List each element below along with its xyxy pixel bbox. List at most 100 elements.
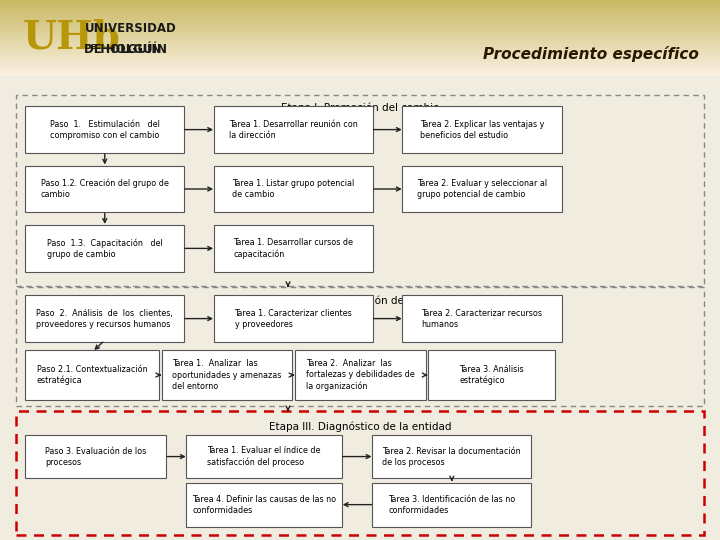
Text: ᴰᴱ HOLGUÍN: ᴰᴱ HOLGUÍN [85,43,161,56]
Text: Tarea 2.  Analizar  las
fortalezas y debilidades de
la organización: Tarea 2. Analizar las fortalezas y debil… [306,359,415,391]
FancyBboxPatch shape [0,15,720,16]
FancyBboxPatch shape [0,18,720,20]
Text: Tarea 3. Identificación de las no
conformidades: Tarea 3. Identificación de las no confor… [388,495,516,515]
Text: Procedimiento específico: Procedimiento específico [482,46,698,63]
FancyBboxPatch shape [0,1,720,3]
FancyBboxPatch shape [402,295,562,342]
FancyBboxPatch shape [0,11,720,12]
FancyBboxPatch shape [0,21,720,23]
FancyBboxPatch shape [0,74,720,76]
FancyBboxPatch shape [0,68,720,69]
FancyBboxPatch shape [0,69,720,71]
FancyBboxPatch shape [0,57,720,59]
Text: Etapa III. Diagnóstico de la entidad: Etapa III. Diagnóstico de la entidad [269,421,451,432]
FancyBboxPatch shape [0,23,720,25]
FancyBboxPatch shape [0,41,720,43]
Text: Tarea 1.  Analizar  las
oportunidades y amenazas
del entorno: Tarea 1. Analizar las oportunidades y am… [173,360,282,390]
FancyBboxPatch shape [428,350,555,400]
FancyBboxPatch shape [0,55,720,57]
Text: Paso  1.3.  Capacitación   del
grupo de cambio: Paso 1.3. Capacitación del grupo de camb… [47,238,163,259]
Text: Etapa II. Caracterización de la entidad: Etapa II. Caracterización de la entidad [260,295,460,306]
FancyBboxPatch shape [0,3,720,5]
FancyBboxPatch shape [0,7,720,9]
Text: Tarea 1. Listar grupo potencial
de cambio: Tarea 1. Listar grupo potencial de cambi… [233,179,354,199]
FancyBboxPatch shape [162,350,292,400]
FancyBboxPatch shape [0,36,720,38]
FancyBboxPatch shape [25,225,184,272]
Text: Paso  1.   Estimulación   del
compromiso con el cambio: Paso 1. Estimulación del compromiso con … [50,119,160,140]
FancyBboxPatch shape [0,35,720,37]
FancyBboxPatch shape [402,106,562,153]
FancyBboxPatch shape [0,22,720,24]
FancyBboxPatch shape [0,29,720,30]
Text: Tarea 1. Caracterizar clientes
y proveedores: Tarea 1. Caracterizar clientes y proveed… [235,308,352,329]
FancyBboxPatch shape [0,30,720,31]
Text: Tarea 2. Caracterizar recursos
humanos: Tarea 2. Caracterizar recursos humanos [421,308,543,329]
FancyBboxPatch shape [0,52,720,54]
FancyBboxPatch shape [0,16,720,18]
FancyBboxPatch shape [0,25,720,26]
FancyBboxPatch shape [0,10,720,11]
FancyBboxPatch shape [0,60,720,62]
FancyBboxPatch shape [402,166,562,212]
Text: Etapa I. Promoción del cambio: Etapa I. Promoción del cambio [281,103,439,113]
Text: DE HOLGUÍN: DE HOLGUÍN [84,43,167,56]
FancyBboxPatch shape [214,225,373,272]
FancyBboxPatch shape [25,350,159,400]
FancyBboxPatch shape [0,0,720,1]
FancyBboxPatch shape [214,106,373,153]
FancyBboxPatch shape [25,295,184,342]
FancyBboxPatch shape [25,166,184,212]
Text: UHb: UHb [23,19,121,57]
FancyBboxPatch shape [0,8,720,10]
FancyBboxPatch shape [0,42,720,44]
Text: Paso 2.1. Contextualización
estratégica: Paso 2.1. Contextualización estratégica [37,364,148,386]
FancyBboxPatch shape [0,26,720,28]
FancyBboxPatch shape [0,6,720,8]
FancyBboxPatch shape [0,46,720,48]
FancyBboxPatch shape [0,72,720,75]
FancyBboxPatch shape [0,65,720,67]
FancyBboxPatch shape [0,56,720,58]
FancyBboxPatch shape [372,435,531,478]
Text: Tarea 2. Revisar la documentación
de los procesos: Tarea 2. Revisar la documentación de los… [382,447,521,467]
FancyBboxPatch shape [0,70,720,72]
FancyBboxPatch shape [0,66,720,68]
Text: Tarea 1. Desarrollar cursos de
capacitación: Tarea 1. Desarrollar cursos de capacitac… [233,238,354,259]
FancyBboxPatch shape [186,435,342,478]
FancyBboxPatch shape [0,40,720,42]
FancyBboxPatch shape [214,166,373,212]
FancyBboxPatch shape [0,71,720,73]
Text: Paso 3. Evaluación de los
procesos: Paso 3. Evaluación de los procesos [45,447,146,467]
FancyBboxPatch shape [0,59,720,60]
Text: Paso  2.  Análisis  de  los  clientes,
proveedores y recursos humanos: Paso 2. Análisis de los clientes, provee… [37,308,173,329]
FancyBboxPatch shape [372,483,531,526]
Text: Tarea 1. Evaluar el índice de
satisfacción del proceso: Tarea 1. Evaluar el índice de satisfacci… [207,446,321,467]
FancyBboxPatch shape [0,44,720,45]
FancyBboxPatch shape [0,51,720,53]
FancyBboxPatch shape [0,31,720,33]
Text: Tarea 2. Explicar las ventajas y
beneficios del estudio: Tarea 2. Explicar las ventajas y benefic… [420,119,544,140]
FancyBboxPatch shape [0,19,720,22]
FancyBboxPatch shape [0,37,720,39]
FancyBboxPatch shape [25,106,184,153]
FancyBboxPatch shape [0,2,720,4]
FancyBboxPatch shape [214,295,373,342]
FancyBboxPatch shape [0,33,720,35]
FancyBboxPatch shape [0,49,720,50]
FancyBboxPatch shape [0,61,720,63]
Text: Tarea 1. Desarrollar reunión con
la dirección: Tarea 1. Desarrollar reunión con la dire… [229,119,358,140]
FancyBboxPatch shape [0,12,720,14]
FancyBboxPatch shape [0,4,720,6]
FancyBboxPatch shape [0,64,720,65]
FancyBboxPatch shape [0,38,720,40]
FancyBboxPatch shape [0,17,720,19]
FancyBboxPatch shape [0,27,720,29]
FancyBboxPatch shape [0,32,720,34]
FancyBboxPatch shape [0,53,720,56]
FancyBboxPatch shape [0,48,720,49]
Text: Paso 1.2. Creación del grupo de
cambio: Paso 1.2. Creación del grupo de cambio [41,179,168,199]
FancyBboxPatch shape [0,63,720,64]
FancyBboxPatch shape [0,45,720,46]
Text: UNIVERSIDAD: UNIVERSIDAD [85,22,176,35]
